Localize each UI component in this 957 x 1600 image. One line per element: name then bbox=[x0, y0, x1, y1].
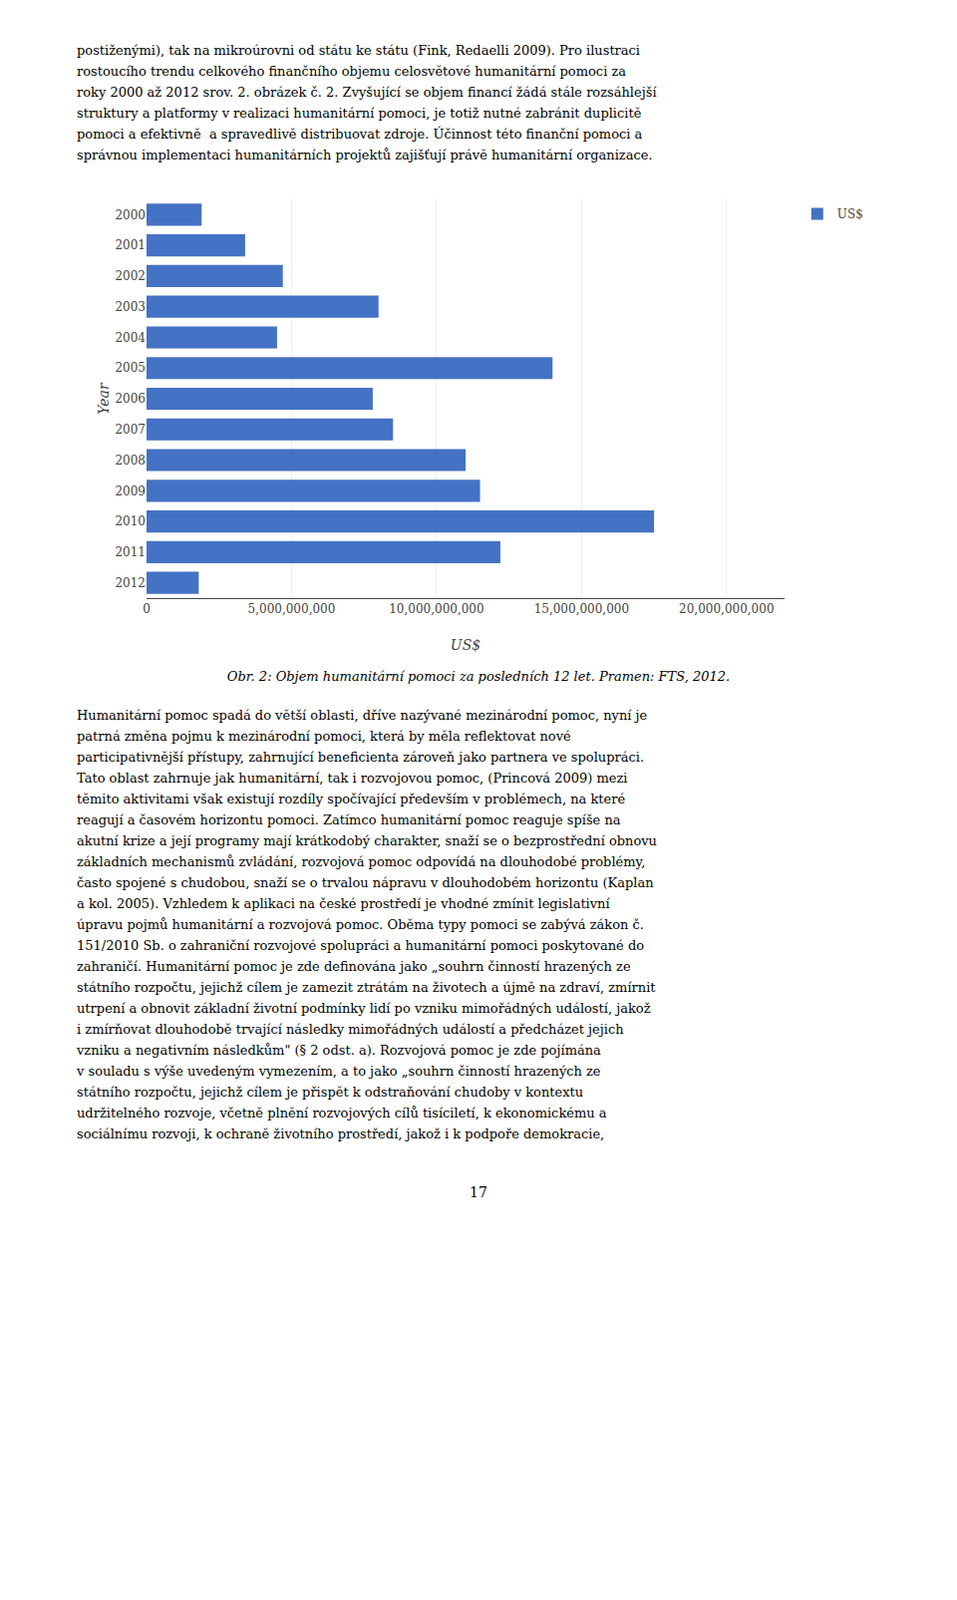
html-text:státního rozpočtu, jejichž cíl: státního rozpočtu, jejichž cílem je přis… bbox=[76, 1084, 584, 1100]
html-text:i zmírňovat dlouhodobě trvajíc: i zmírňovat dlouhodobě trvající následky… bbox=[76, 1021, 624, 1037]
html-text:participativnější přístupy, za: participativnější přístupy, zahrnující b… bbox=[76, 749, 644, 765]
html-text:utrpení a obnovit základní živ: utrpení a obnovit základní životní podmí… bbox=[76, 1000, 651, 1016]
svg-text:2005: 2005 bbox=[114, 360, 146, 375]
html-text:úpravu pojmů humanitární a roz: úpravu pojmů humanitární a rozvojová pom… bbox=[76, 917, 644, 933]
html-text:správnou implementaci humanitá: správnou implementaci humanitárních proj… bbox=[76, 147, 653, 163]
html-text:zahraničí. Humanitární pomoc j: zahraničí. Humanitární pomoc je zde defi… bbox=[76, 958, 631, 974]
svg-text:2010: 2010 bbox=[114, 514, 146, 529]
svg-text:2001: 2001 bbox=[114, 238, 146, 253]
html-text:patrná změna pojmu k mezinárod: patrná změna pojmu k mezinárodní pomoci,… bbox=[76, 728, 571, 744]
svg-text:2004: 2004 bbox=[114, 330, 146, 345]
html-text:reagují a časovém horizontu po: reagují a časovém horizontu pomoci. Zatí… bbox=[76, 812, 621, 828]
html-text:postiženými), tak na mikroúrov: postiženými), tak na mikroúrovni od stát… bbox=[76, 42, 640, 58]
html-text:17: 17 bbox=[469, 1184, 488, 1201]
html-text:vzniku a negativním následkům": vzniku a negativním následkům" (§ 2 odst… bbox=[76, 1042, 601, 1058]
html-text:roky 2000 až 2012 srov. 2. obr: roky 2000 až 2012 srov. 2. obrázek č. 2.… bbox=[76, 84, 657, 100]
svg-text:2003: 2003 bbox=[114, 300, 146, 315]
svg-text:2007: 2007 bbox=[114, 422, 146, 437]
html-text:základních mechanismů zvládání: základních mechanismů zvládání, rozvojov… bbox=[76, 854, 646, 870]
svg-text:2006: 2006 bbox=[114, 391, 146, 406]
svg-text:10,000,000,000: 10,000,000,000 bbox=[388, 602, 484, 617]
html-text:státního rozpočtu, jejichž cíl: státního rozpočtu, jejichž cílem je zame… bbox=[76, 979, 656, 995]
html-text:pomoci a efektivně a spravedli: pomoci a efektivně a spravedlivě distrib… bbox=[76, 126, 643, 142]
svg-text:Year: Year bbox=[95, 381, 112, 415]
svg-text:US$: US$ bbox=[450, 637, 481, 653]
html-text:Tato oblast zahrnuje jak human: Tato oblast zahrnuje jak humanitární, ta… bbox=[76, 770, 628, 786]
html-text:Humanitární pomoc spadá do vět: Humanitární pomoc spadá do větší oblasti… bbox=[76, 707, 648, 723]
html-text:v souladu s výše uvedeným vyme: v souladu s výše uvedeným vymezením, a t… bbox=[76, 1063, 601, 1079]
html-text:často spojené s chudobou, snaž: často spojené s chudobou, snaží se o trv… bbox=[76, 875, 654, 891]
svg-text:2012: 2012 bbox=[114, 576, 146, 591]
html-text:rostoucího trendu celkového fi: rostoucího trendu celkového finančního o… bbox=[76, 63, 627, 79]
svg-text:15,000,000,000: 15,000,000,000 bbox=[534, 602, 630, 617]
svg-text:0: 0 bbox=[142, 602, 151, 617]
svg-text:2009: 2009 bbox=[114, 484, 146, 499]
html-text:akutní krize a její programy m: akutní krize a její programy mají krátko… bbox=[76, 833, 657, 849]
svg-text:US$: US$ bbox=[837, 207, 864, 222]
html-text:udržitelného rozvoje, včetně p: udržitelného rozvoje, včetně plnění rozv… bbox=[76, 1105, 607, 1121]
html-text:struktury a platformy v realiz: struktury a platformy v realizaci humani… bbox=[76, 105, 642, 121]
html-text:sociálnímu rozvoji, k ochraně: sociálnímu rozvoji, k ochraně životního … bbox=[76, 1126, 605, 1142]
svg-text:5,000,000,000: 5,000,000,000 bbox=[248, 602, 336, 617]
html-text:a kol. 2005). Vzhledem k aplik: a kol. 2005). Vzhledem k aplikaci na čes… bbox=[76, 896, 610, 912]
svg-text:2000: 2000 bbox=[114, 208, 146, 223]
svg-text:2011: 2011 bbox=[114, 545, 146, 560]
html-text:Obr. 2: Objem humanitární pomo: Obr. 2: Objem humanitární pomoci za posl… bbox=[227, 668, 730, 684]
html-text:těmito aktivitami však existuj: těmito aktivitami však existují rozdíly … bbox=[76, 791, 626, 807]
svg-text:20,000,000,000: 20,000,000,000 bbox=[678, 602, 774, 617]
svg-text:2008: 2008 bbox=[114, 453, 146, 468]
html-text:151/2010 Sb. o zahraniční rozv: 151/2010 Sb. o zahraniční rozvojové spol… bbox=[76, 938, 645, 954]
svg-text:2002: 2002 bbox=[114, 269, 146, 284]
